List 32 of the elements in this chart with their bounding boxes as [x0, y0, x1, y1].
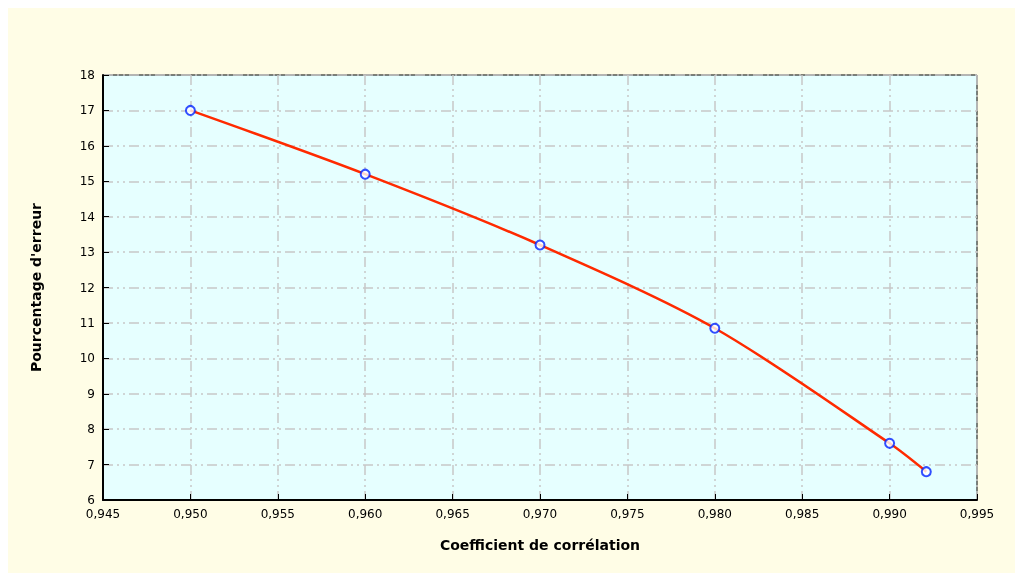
x-tick-label: 0,990: [872, 507, 907, 521]
y-tick-label: 9: [87, 386, 95, 401]
y-tick-label: 17: [79, 103, 95, 118]
x-tick-label: 0,985: [785, 507, 820, 521]
y-tick-label: 11: [79, 315, 95, 330]
y-tick-label: 18: [79, 68, 95, 82]
x-tick-label: 0,980: [697, 507, 732, 521]
x-tick-label: 0,995: [959, 507, 995, 521]
point: [534, 239, 546, 251]
y-tick-label: 6: [87, 493, 95, 507]
point: [359, 168, 371, 180]
x-tick-label: 0,950: [173, 507, 208, 521]
x-axis-title: Coefficient de corrélation: [439, 537, 641, 553]
point: [184, 104, 196, 116]
point: [709, 322, 721, 334]
point: [884, 437, 896, 449]
y-tick-label: 12: [79, 280, 95, 295]
y-tick-label: 16: [79, 138, 95, 153]
y-tick-label: 14: [79, 209, 95, 224]
y-tick-label: 8: [87, 422, 95, 437]
y-tick-label: 7: [87, 457, 95, 472]
x-tick-label: 0,975: [610, 507, 645, 521]
y-tick-label: 13: [79, 245, 95, 260]
y-tick-label: 10: [79, 351, 95, 366]
x-tick-label: 0,970: [522, 507, 558, 521]
y-tick-label: 15: [79, 174, 95, 189]
x-tick-label: 0,960: [348, 507, 383, 521]
x-tick-label: 0,955: [260, 507, 295, 521]
x-tick-label: 0,945: [85, 507, 121, 521]
point: [920, 466, 932, 478]
y-axis-title: Pourcentage d'erreur: [28, 202, 44, 373]
x-tick-label: 0,965: [435, 507, 470, 521]
